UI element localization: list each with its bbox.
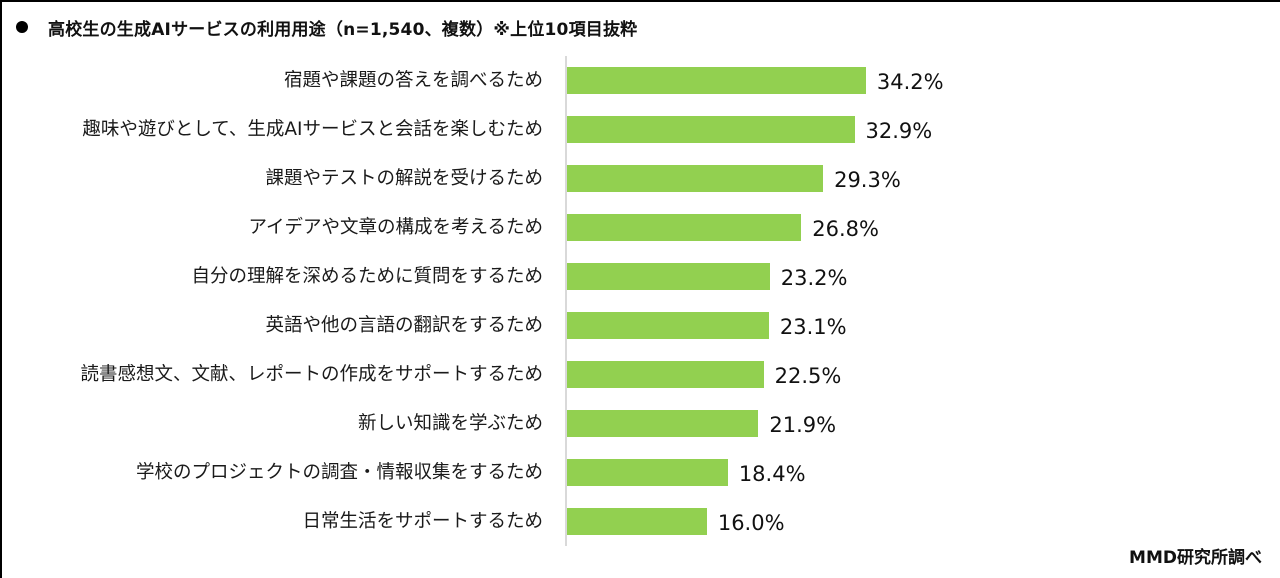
category-label: 新しい知識を学ぶため bbox=[357, 413, 543, 434]
value-label: 23.1% bbox=[779, 315, 847, 339]
category-label: アイデアや文章の構成を考えるため bbox=[248, 217, 543, 238]
bar bbox=[567, 67, 866, 94]
bar bbox=[567, 165, 824, 192]
bar bbox=[567, 410, 759, 437]
bar-row: 趣味や遊びとして、生成AIサービスと会話を楽しむため 32.9% bbox=[0, 116, 1280, 143]
value-label: 21.9% bbox=[769, 413, 837, 437]
chart-title: 高校生の生成AIサービスの利用用途（n=1,540、複数）※上位10項目抜粋 bbox=[14, 14, 637, 40]
bar-row: 英語や他の言語の翻訳をするため 23.1% bbox=[0, 312, 1280, 339]
value-label: 26.8% bbox=[812, 217, 879, 241]
bullet-icon bbox=[16, 21, 28, 33]
category-label: 自分の理解を深めるために質問をするため bbox=[191, 266, 543, 287]
category-axis-line bbox=[565, 56, 567, 546]
value-label: 34.2% bbox=[876, 70, 944, 94]
bar bbox=[567, 116, 855, 143]
bar bbox=[567, 263, 770, 290]
chart-title-text: 高校生の生成AIサービスの利用用途（n=1,540、複数）※上位10項目抜粋 bbox=[48, 19, 638, 40]
bar-row: 新しい知識を学ぶため 21.9% bbox=[0, 410, 1280, 437]
bar-row: アイデアや文章の構成を考えるため 26.8% bbox=[0, 214, 1280, 241]
bar-row: 読書感想文、文献、レポートの作成をサポートするため 22.5% bbox=[0, 361, 1280, 388]
category-label: 日常生活をサポートするため bbox=[302, 511, 543, 532]
source-note: MMD研究所調べ bbox=[1129, 548, 1262, 568]
bar-row: 学校のプロジェクトの調査・情報収集をするため 18.4% bbox=[0, 459, 1280, 486]
bar bbox=[567, 508, 707, 535]
category-label: 課題やテストの解説を受けるため bbox=[265, 168, 543, 189]
value-label: 32.9% bbox=[865, 119, 933, 143]
bar-row: 自分の理解を深めるために質問をするため 23.2% bbox=[0, 263, 1280, 290]
category-label: 宿題や課題の答えを調べるため bbox=[283, 70, 543, 91]
bar-row: 課題やテストの解説を受けるため 29.3% bbox=[0, 165, 1280, 192]
value-label: 22.5% bbox=[774, 364, 842, 388]
category-label: 趣味や遊びとして、生成AIサービスと会話を楽しむため bbox=[82, 119, 543, 140]
value-label: 18.4% bbox=[738, 462, 806, 486]
bar bbox=[567, 214, 802, 241]
bar bbox=[567, 312, 769, 339]
value-label: 16.0% bbox=[717, 511, 785, 535]
category-label: 読書感想文、文献、レポートの作成をサポートするため bbox=[80, 364, 543, 385]
value-label: 23.2% bbox=[780, 266, 848, 290]
bar bbox=[567, 361, 764, 388]
bar-row: 宿題や課題の答えを調べるため 34.2% bbox=[0, 67, 1280, 94]
bar bbox=[567, 459, 728, 486]
value-label: 29.3% bbox=[834, 168, 901, 192]
category-label: 英語や他の言語の翻訳をするため bbox=[265, 315, 543, 336]
category-label: 学校のプロジェクトの調査・情報収集をするため bbox=[135, 462, 543, 483]
bar-row: 日常生活をサポートするため 16.0% bbox=[0, 508, 1280, 535]
